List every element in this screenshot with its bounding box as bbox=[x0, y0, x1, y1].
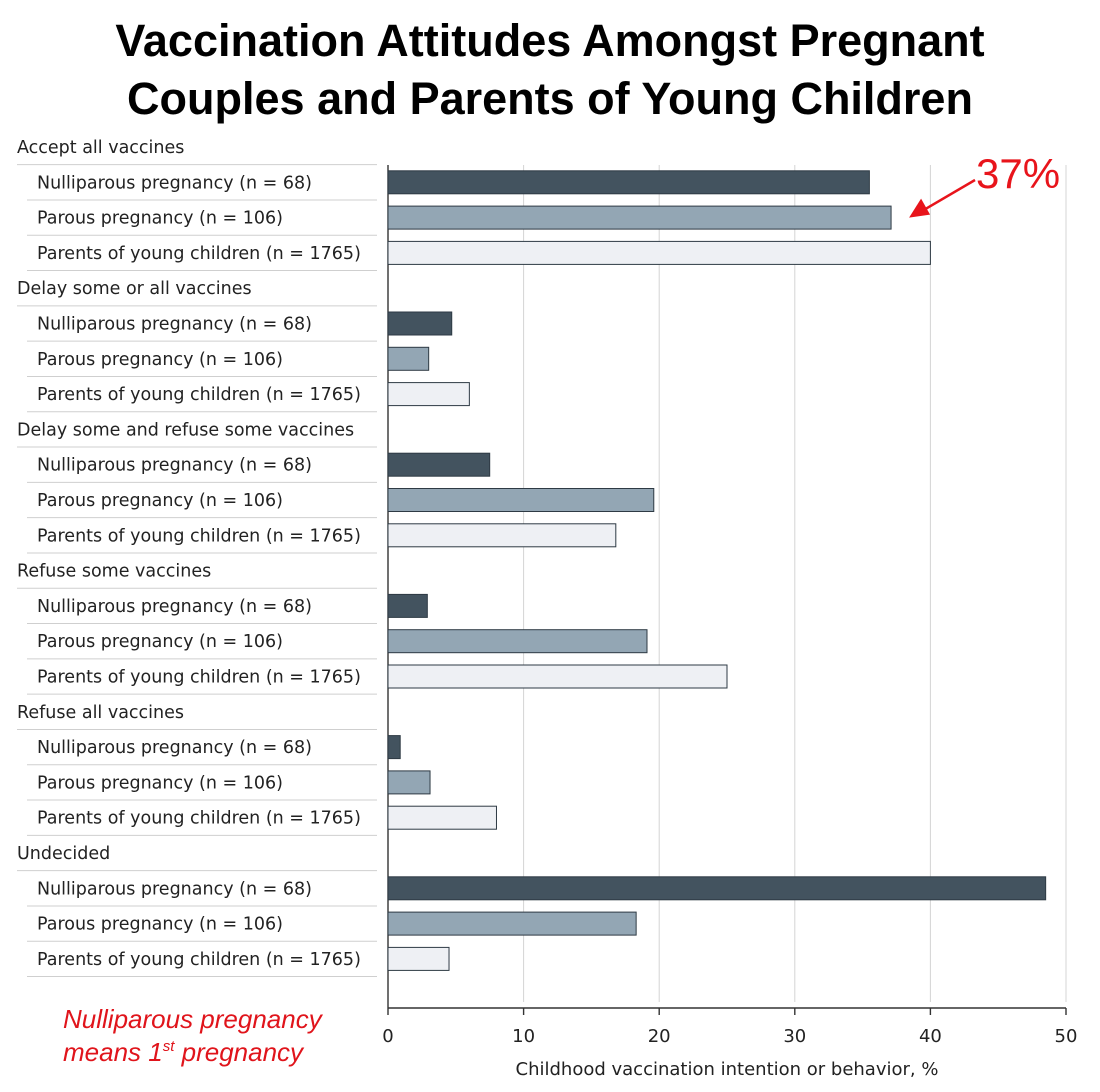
annotation-arrowhead bbox=[909, 198, 931, 218]
series-row-label: Parents of young children (n = 1765) bbox=[37, 950, 361, 970]
bar-nulliparous bbox=[387, 311, 453, 336]
series-row-label: Parents of young children (n = 1765) bbox=[37, 244, 361, 264]
x-tick-label: 20 bbox=[648, 1026, 671, 1047]
bar-parous bbox=[387, 629, 648, 654]
x-tick-label: 0 bbox=[382, 1026, 393, 1047]
series-row-label: Nulliparous pregnancy (n = 68) bbox=[37, 173, 312, 193]
x-tick-label: 10 bbox=[512, 1026, 535, 1047]
series-row-label: Nulliparous pregnancy (n = 68) bbox=[37, 738, 312, 758]
bar-nulliparous bbox=[387, 452, 491, 477]
bar-parents bbox=[387, 240, 931, 265]
bar-nulliparous bbox=[387, 593, 428, 618]
bar-parous bbox=[387, 770, 431, 795]
bar-nulliparous bbox=[387, 876, 1047, 901]
x-tick-label: 50 bbox=[1055, 1026, 1078, 1047]
bar-parents bbox=[387, 523, 617, 548]
series-row-label: Parous pregnancy (n = 106) bbox=[37, 915, 283, 935]
title-line-2: Couples and Parents of Young Children bbox=[127, 73, 973, 124]
series-row-label: Parous pregnancy (n = 106) bbox=[37, 491, 283, 511]
x-tick-label: 40 bbox=[919, 1026, 942, 1047]
series-row-label: Parous pregnancy (n = 106) bbox=[37, 773, 283, 793]
category-label: Accept all vaccines bbox=[17, 138, 184, 158]
series-row-label: Nulliparous pregnancy (n = 68) bbox=[37, 597, 312, 617]
series-row-label: Parents of young children (n = 1765) bbox=[37, 385, 361, 405]
series-row-label: Parous pregnancy (n = 106) bbox=[37, 209, 283, 229]
footnote-line-1: Nulliparous pregnancy bbox=[63, 1004, 322, 1034]
category-label: Delay some and refuse some vaccines bbox=[17, 420, 354, 440]
chart-title: Vaccination Attitudes Amongst Pregnant C… bbox=[0, 12, 1100, 128]
category-label: Delay some or all vaccines bbox=[17, 279, 252, 299]
x-tick-label: 30 bbox=[783, 1026, 806, 1047]
series-row-label: Nulliparous pregnancy (n = 68) bbox=[37, 456, 312, 476]
bar-parous bbox=[387, 205, 892, 230]
annotation-arrow-line bbox=[920, 178, 976, 213]
series-row-label: Parents of young children (n = 1765) bbox=[37, 809, 361, 829]
footnote-line-2: means 1st pregnancy bbox=[63, 1037, 304, 1067]
bar-parents bbox=[387, 805, 497, 830]
footnote: Nulliparous pregnancy means 1st pregnanc… bbox=[63, 1003, 322, 1069]
bar-parous bbox=[387, 911, 637, 936]
bar-parous bbox=[387, 488, 655, 512]
category-label: Refuse some vaccines bbox=[17, 562, 211, 582]
bar-nulliparous bbox=[387, 735, 401, 760]
category-label: Undecided bbox=[17, 844, 110, 864]
series-row-label: Parous pregnancy (n = 106) bbox=[37, 632, 283, 652]
series-row-label: Parents of young children (n = 1765) bbox=[37, 526, 361, 546]
bar-parents bbox=[387, 664, 728, 689]
annotation-label: 37% bbox=[976, 150, 1060, 197]
bar-parents bbox=[387, 382, 470, 407]
bar-parous bbox=[387, 346, 430, 371]
x-axis-label: Childhood vaccination intention or behav… bbox=[516, 1059, 939, 1080]
series-row-label: Parous pregnancy (n = 106) bbox=[37, 350, 283, 370]
series-row-label: Parents of young children (n = 1765) bbox=[37, 668, 361, 688]
series-row-label: Nulliparous pregnancy (n = 68) bbox=[37, 879, 312, 899]
bar-parents bbox=[387, 946, 450, 971]
bar-nulliparous bbox=[387, 170, 870, 195]
title-line-1: Vaccination Attitudes Amongst Pregnant bbox=[115, 15, 985, 66]
category-label: Refuse all vaccines bbox=[17, 703, 184, 723]
series-row-label: Nulliparous pregnancy (n = 68) bbox=[37, 315, 312, 335]
